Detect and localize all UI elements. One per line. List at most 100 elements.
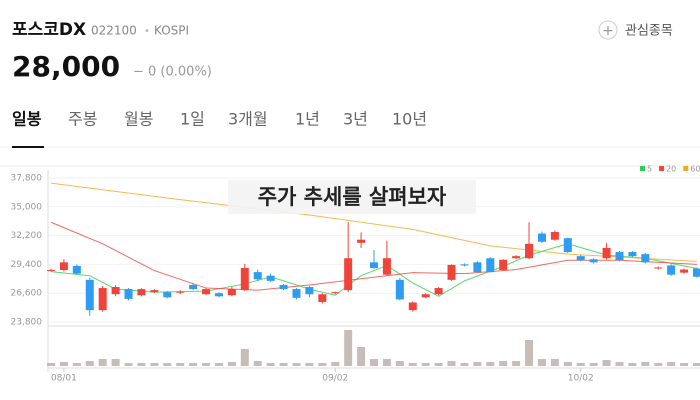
candle-body: [408, 302, 417, 311]
volume-bar: [318, 363, 327, 366]
volume-bar: [305, 363, 314, 366]
candle-body: [189, 284, 198, 290]
candle-body: [176, 291, 185, 293]
candle-body: [395, 279, 404, 300]
volume-bar: [512, 361, 521, 366]
price: 28,000: [12, 50, 120, 83]
candle-body: [486, 258, 495, 273]
candle-body: [137, 289, 146, 296]
tabs: 일봉 주봉 월봉 1일 3개월 1년 3년 10년: [12, 110, 427, 129]
volume-bar: [214, 363, 223, 366]
tab[interactable]: 3년: [343, 110, 368, 129]
volume-bar: [408, 363, 417, 366]
candle-body: [292, 289, 301, 298]
volume-bar: [227, 362, 236, 366]
tab[interactable]: 주봉: [68, 110, 97, 129]
volume-bar: [111, 359, 120, 366]
candle-body: [693, 268, 700, 277]
candle-body: [667, 265, 676, 275]
chart: 37,800 35,000 32,200 29,400 26,600 23,800 08/0…: [0, 165, 700, 384]
legend-swatch: [640, 166, 645, 171]
volume-bar: [395, 361, 404, 366]
tab[interactable]: 1년: [295, 110, 320, 129]
volume-bar: [72, 363, 81, 366]
y-tick-label: 32,200: [11, 231, 43, 241]
candle-body: [512, 256, 521, 259]
candle-body: [434, 288, 443, 295]
volume-bar: [550, 359, 559, 366]
candle-body: [98, 288, 107, 311]
overlay-text: 주가 추세를 살펴보자: [258, 185, 447, 209]
volume-bar: [292, 363, 301, 366]
tab[interactable]: 1일: [180, 110, 205, 129]
volume-bar: [460, 363, 469, 366]
candle-body: [202, 289, 211, 295]
volume-bar: [421, 363, 430, 366]
candle-body: [499, 259, 508, 271]
candle-body: [150, 290, 159, 293]
candle-body: [59, 262, 68, 271]
volume-bar: [357, 347, 366, 366]
candle-body: [163, 292, 172, 298]
stock-code: 022100: [91, 24, 137, 38]
stock-name: 포스코DX: [12, 20, 86, 40]
legend-label: 20: [666, 165, 676, 174]
volume-bar: [615, 362, 624, 366]
volume-bar: [150, 363, 159, 366]
volume-bar: [473, 362, 482, 366]
ma-line: [50, 221, 698, 291]
tab[interactable]: 3개월: [228, 110, 268, 129]
volume-bar: [163, 363, 172, 366]
candle-body: [305, 287, 314, 295]
volume-bar: [641, 362, 650, 366]
volume-bar: [434, 363, 443, 366]
volume-bar: [499, 361, 508, 366]
y-tick-label: 29,400: [11, 260, 43, 270]
x-tick-label: 10/02: [568, 374, 594, 384]
y-tick-label: 37,800: [11, 174, 43, 184]
volume-bar: [628, 363, 637, 366]
legend-label: 60: [690, 165, 700, 174]
volume-bar: [382, 359, 391, 366]
ma-line: [50, 243, 698, 297]
candle-body: [72, 265, 81, 274]
volume-bar: [563, 362, 572, 366]
watch-label: 관심종목: [625, 24, 673, 39]
candle-body: [421, 294, 430, 298]
tab[interactable]: 일봉: [12, 110, 42, 129]
volume-bar: [266, 363, 275, 366]
candle-body: [654, 267, 663, 269]
volume-bar: [344, 330, 353, 366]
candle-body: [680, 269, 689, 273]
candle-body: [47, 270, 55, 272]
volume-bar: [85, 361, 94, 366]
candle-body: [576, 256, 585, 261]
candle-body: [111, 287, 120, 295]
market: KOSPI: [154, 24, 189, 38]
candle-body: [124, 289, 133, 299]
volume-bar: [253, 361, 262, 366]
y-tick-label: 23,800: [11, 318, 43, 328]
candle-body: [473, 262, 482, 273]
volume-bar: [447, 361, 456, 366]
volume-bar: [667, 362, 676, 366]
volume-bar: [59, 362, 68, 366]
ma-line: [50, 182, 698, 262]
watch-button[interactable]: + 관심종목: [598, 20, 673, 40]
volume-bar: [202, 363, 211, 366]
candle-body: [382, 258, 391, 275]
volume-bar: [654, 363, 663, 366]
candle-body: [331, 292, 340, 294]
candle-body: [615, 252, 624, 261]
volume-bar: [525, 340, 534, 366]
volume-bar: [370, 359, 378, 366]
tab[interactable]: 10년: [392, 110, 427, 129]
volume-bar: [331, 362, 340, 366]
volume-bar: [693, 363, 700, 366]
tab[interactable]: 월봉: [124, 110, 153, 129]
candle-body: [253, 272, 262, 280]
candle-body: [628, 252, 637, 257]
price-change: − 0 (0.00%): [133, 65, 212, 80]
candle-body: [85, 279, 94, 311]
separator: •: [144, 26, 150, 37]
